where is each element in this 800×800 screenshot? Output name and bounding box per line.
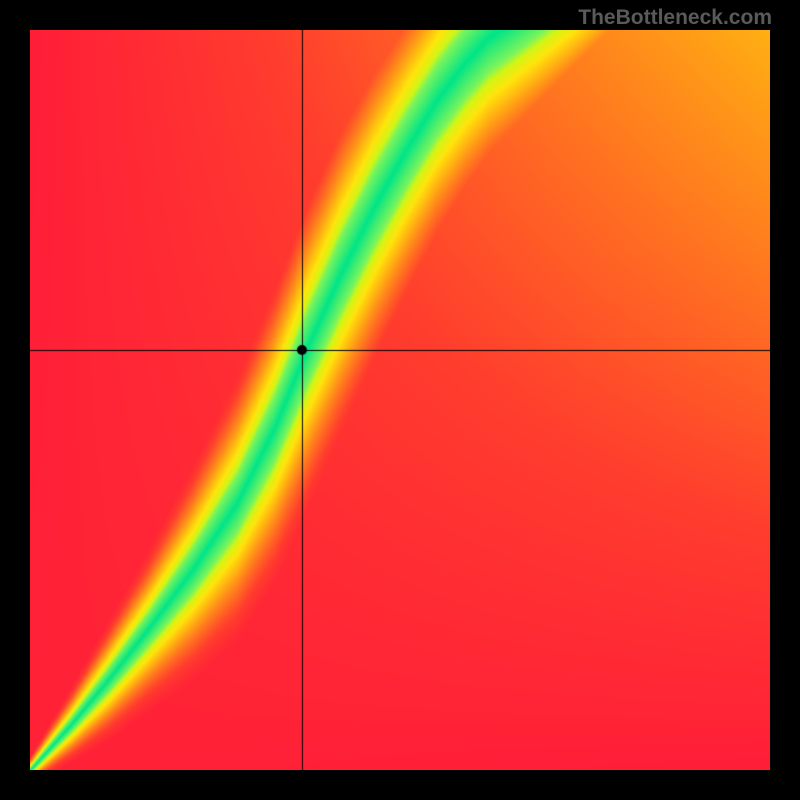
watermark-text: TheBottleneck.com (578, 6, 772, 30)
bottleneck-heatmap (30, 30, 770, 770)
